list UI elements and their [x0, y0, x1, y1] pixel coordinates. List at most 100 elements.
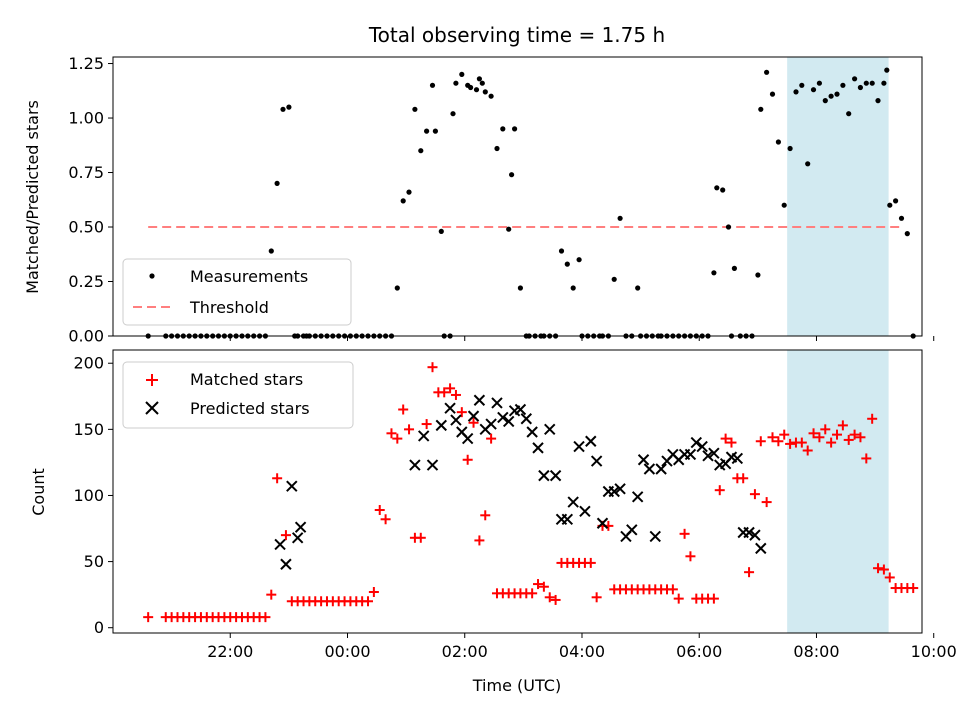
top-legend: Measurements Threshold: [122, 258, 352, 326]
y-tick-label: 100: [73, 486, 104, 505]
bottom-plot-frame: [112, 349, 923, 634]
predicted-star-point: [294, 521, 307, 533]
measurement-point: [720, 187, 726, 193]
y-tick-label: 1.25: [68, 54, 104, 73]
bottom-predicted-points: [274, 394, 767, 570]
matched-star-point: [591, 592, 602, 603]
measurement-point: [893, 198, 899, 204]
matched-star-point: [820, 424, 831, 435]
measurement-point: [488, 93, 494, 99]
measurement-point: [506, 226, 512, 232]
matched-star-point: [533, 579, 544, 590]
matched-star-point: [878, 564, 889, 575]
measurement-point: [816, 80, 823, 86]
matched-star-point: [837, 420, 848, 431]
bottom-matched-points: [143, 362, 919, 623]
measurement-point: [834, 91, 840, 97]
predicted-star-point: [417, 430, 430, 442]
matched-star-point: [808, 428, 819, 439]
matched-star-point: [796, 437, 807, 448]
matched-star-point: [380, 514, 391, 525]
x-tick-label: 06:00: [676, 642, 722, 661]
matched-star-point: [749, 489, 760, 500]
top-x-ticks: [229, 336, 935, 341]
measurement-point: [731, 265, 738, 271]
measurement-point: [429, 82, 436, 88]
matched-star-point: [392, 433, 403, 444]
matched-star-point: [720, 433, 731, 444]
matched-star-point: [386, 428, 397, 439]
y-tick-label: 0.50: [68, 218, 104, 237]
measurement-point: [869, 80, 875, 86]
chart-title: Total observing time = 1.75 h: [368, 23, 665, 47]
matched-star-point: [884, 572, 895, 583]
y-tick-label: 0.75: [68, 163, 104, 182]
predicted-star-point: [614, 483, 626, 495]
matched-star-point: [550, 594, 561, 605]
matched-star-point: [415, 532, 426, 543]
predicted-star-point: [544, 423, 556, 436]
matched-star-point: [474, 535, 485, 546]
measurement-point: [564, 261, 570, 267]
matched-star-point: [744, 567, 755, 578]
matched-star-point: [486, 433, 497, 444]
measurement-point: [857, 84, 864, 91]
matched-star-point: [708, 593, 719, 604]
measurement-point: [755, 272, 761, 278]
legend-measurements-marker: [149, 273, 155, 279]
matched-star-point: [260, 612, 271, 623]
predicted-star-point: [590, 455, 603, 467]
x-tick-label: 10:00: [911, 642, 957, 661]
predicted-star-point: [435, 419, 447, 432]
x-axis-label: Time (UTC): [472, 676, 561, 695]
measurement-point: [881, 80, 887, 86]
predicted-star-point: [473, 394, 486, 406]
predicted-star-point: [286, 480, 298, 492]
predicted-star-point: [291, 532, 304, 544]
matched-star-point: [849, 429, 860, 440]
legend-matched-marker: [146, 374, 158, 386]
predicted-star-point: [690, 436, 703, 449]
predicted-star-point: [579, 505, 591, 518]
measurement-point: [725, 224, 732, 230]
predicted-star-point: [731, 452, 744, 465]
predicted-star-point: [526, 426, 538, 438]
legend-predicted-label: Predicted stars: [190, 399, 310, 418]
predicted-star-point: [743, 526, 755, 539]
x-tick-label: 08:00: [793, 642, 839, 661]
x-tick-label: 00:00: [324, 642, 370, 661]
predicted-star-point: [532, 442, 544, 454]
measurement-point: [846, 111, 852, 117]
measurement-point: [775, 139, 782, 145]
measurement-point: [884, 67, 890, 73]
predicted-star-point: [467, 410, 480, 422]
predicted-star-point: [649, 530, 661, 543]
x-tick-label: 04:00: [559, 642, 605, 661]
predicted-star-point: [497, 411, 509, 424]
predicted-star-point: [409, 459, 421, 471]
predicted-star-point: [573, 440, 585, 453]
measurement-point: [424, 128, 430, 134]
measurement-point: [509, 172, 515, 178]
matched-star-point: [726, 437, 737, 448]
predicted-star-point: [561, 513, 574, 525]
top-plot-frame: [112, 56, 923, 337]
matched-star-point: [773, 436, 784, 447]
measurement-point: [898, 215, 905, 221]
matched-star-point: [814, 432, 825, 443]
top-y-axis-label: Matched/Predicted stars: [23, 100, 42, 294]
measurement-point: [828, 93, 834, 99]
matched-star-point: [867, 413, 878, 424]
measurement-point: [453, 80, 459, 86]
measurement-point: [494, 145, 500, 152]
bottom-y-ticks: 0 50 100 150 200: [73, 354, 113, 637]
measurement-point: [570, 285, 576, 291]
predicted-star-point: [444, 402, 456, 414]
x-tick-label: 22:00: [207, 642, 253, 661]
bottom-x-ticks: 22:00 00:00 02:00 04:00 06:00 08:00 10:00: [207, 633, 957, 661]
measurement-point: [459, 71, 465, 77]
matched-star-point: [450, 389, 461, 400]
predicted-star-point: [585, 435, 597, 447]
measurement-point: [406, 189, 412, 195]
matched-star-point: [374, 505, 385, 516]
